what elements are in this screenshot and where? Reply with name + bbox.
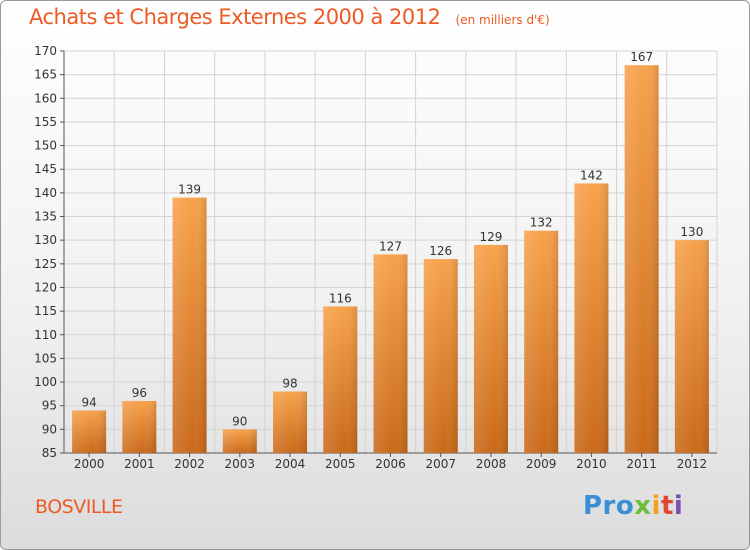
x-tick-label-2003: 2003	[225, 457, 256, 471]
bar-shade-2011	[624, 65, 659, 453]
y-tick-label: 120	[34, 280, 57, 294]
logo-part-4: t	[660, 491, 674, 521]
value-label-2010: 142	[580, 168, 603, 182]
y-tick-label: 165	[34, 68, 57, 82]
y-tick-label: 85	[42, 446, 57, 460]
x-tick-label-2009: 2009	[526, 457, 557, 471]
x-tick-label-2012: 2012	[677, 457, 708, 471]
title-block: Achats et Charges Externes 2000 à 2012 (…	[29, 5, 550, 29]
x-tick-label-2010: 2010	[576, 457, 607, 471]
y-tick-label: 115	[34, 304, 57, 318]
y-tick-label: 90	[42, 422, 57, 436]
value-label-2005: 116	[329, 291, 352, 305]
y-tick-label: 130	[34, 233, 57, 247]
y-tick-label: 110	[34, 328, 57, 342]
bar-shade-2006	[373, 254, 408, 453]
y-tick-label: 125	[34, 257, 57, 271]
x-tick-label-2005: 2005	[325, 457, 356, 471]
y-tick-label: 105	[34, 351, 57, 365]
value-label-2009: 132	[530, 216, 553, 230]
y-tick-label: 150	[34, 139, 57, 153]
labels-layer: 94 96 139 90 98 116 127 126 129 132 142 167 130	[81, 50, 703, 428]
value-label-2003: 90	[232, 414, 247, 428]
y-tick-label: 100	[34, 375, 57, 389]
proxiti-logo[interactable]: Proxiti	[583, 491, 683, 521]
value-label-2012: 130	[680, 225, 703, 239]
bar-shade-2000	[72, 410, 107, 453]
bar-shade-2004	[273, 391, 308, 453]
value-label-2000: 94	[81, 395, 96, 409]
y-tick-label: 135	[34, 210, 57, 224]
x-tick-label-2007: 2007	[425, 457, 456, 471]
value-label-2004: 98	[282, 377, 297, 391]
chart-title: Achats et Charges Externes 2000 à 2012	[29, 5, 441, 29]
x-tick-label-2006: 2006	[375, 457, 406, 471]
bar-shade-2012	[674, 240, 709, 453]
value-label-2006: 127	[379, 239, 402, 253]
y-tick-label: 140	[34, 186, 57, 200]
bar-shade-2007	[423, 259, 458, 453]
bars-layer	[72, 65, 709, 453]
axis-layer: 85 90 95 100 105 110 115 120 125 130 135 140 145 150 1…	[34, 44, 717, 471]
x-tick-label-2004: 2004	[275, 457, 306, 471]
y-tick-label: 170	[34, 44, 57, 58]
bar-shade-2010	[574, 183, 609, 453]
y-tick-label: 95	[42, 399, 57, 413]
bar-shade-2008	[473, 244, 508, 453]
x-tick-label-2001: 2001	[124, 457, 155, 471]
bar-shade-2003	[222, 429, 257, 453]
logo-part-2: x	[634, 491, 652, 521]
x-tick-label-2000: 2000	[74, 457, 105, 471]
chart-subtitle: (en milliers d'€)	[455, 13, 550, 27]
bar-shade-2002	[172, 197, 207, 453]
bar-shade-2001	[122, 400, 157, 453]
logo-part-1: Pro	[583, 491, 635, 521]
value-label-2002: 139	[178, 183, 201, 197]
y-tick-label: 155	[34, 115, 57, 129]
bar-shade-2005	[323, 306, 358, 453]
x-tick-label-2011: 2011	[626, 457, 657, 471]
logo-part-5: i	[673, 491, 684, 521]
y-tick-label: 145	[34, 162, 57, 176]
value-label-2001: 96	[132, 386, 147, 400]
commune-name: BOSVILLE	[35, 496, 123, 518]
y-tick-label: 160	[34, 91, 57, 105]
logo-part-3: i	[651, 491, 661, 521]
value-label-2011: 167	[630, 50, 653, 64]
value-label-2008: 129	[480, 230, 503, 244]
x-tick-label-2008: 2008	[476, 457, 507, 471]
x-tick-label-2002: 2002	[174, 457, 205, 471]
bar-shade-2009	[524, 230, 559, 453]
value-label-2007: 126	[429, 244, 452, 258]
